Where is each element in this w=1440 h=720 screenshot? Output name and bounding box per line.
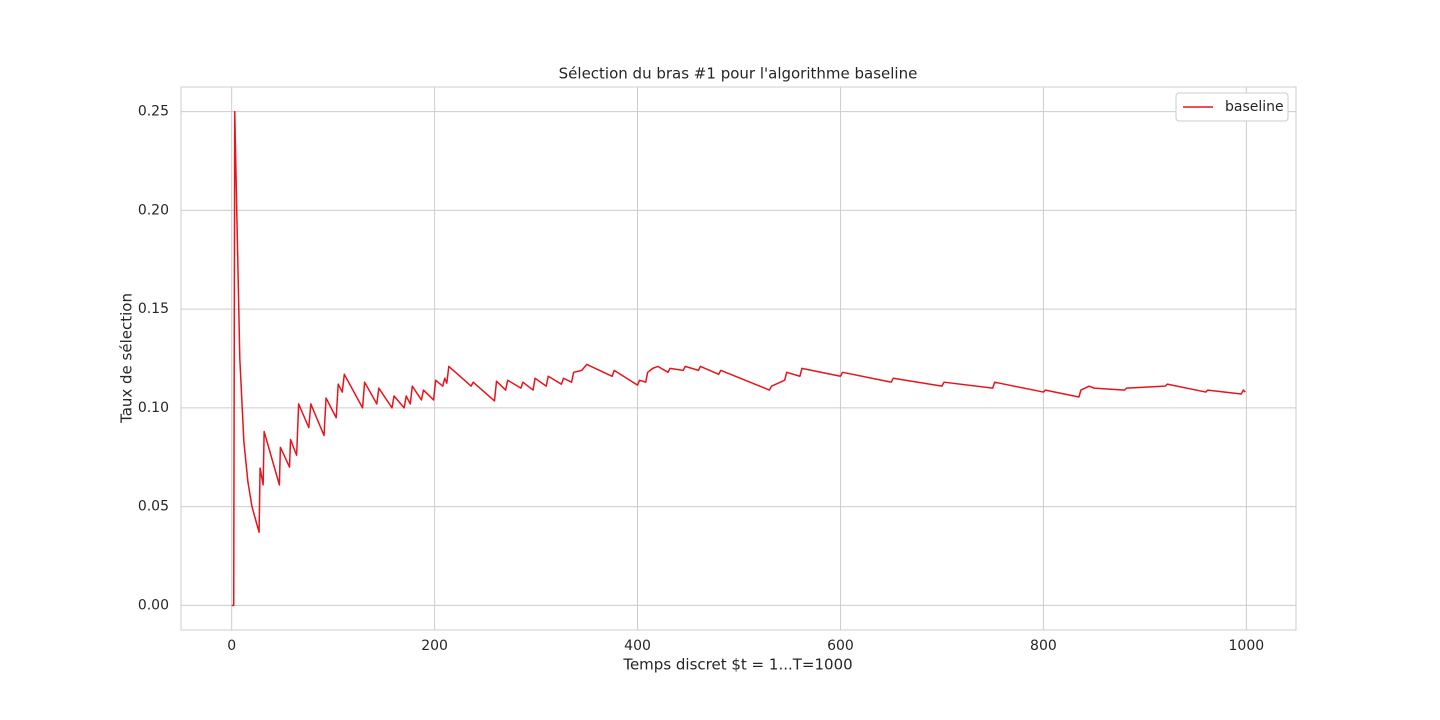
y-tick-label: 0.05	[138, 499, 169, 515]
x-tick-label: 0	[227, 638, 236, 654]
y-tick-label: 0.25	[138, 104, 169, 120]
y-tick-label: 0.15	[138, 301, 169, 317]
x-tick-label: 200	[421, 638, 448, 654]
y-tick-label: 0.20	[138, 202, 169, 218]
y-tick-label: 0.10	[138, 400, 169, 416]
x-axis-label: Temps discret $t = 1...T=1000	[622, 656, 852, 674]
y-tick-label: 0.00	[138, 597, 169, 613]
chart-title: Sélection du bras #1 pour l'algorithme b…	[559, 65, 918, 83]
x-tick-label: 400	[624, 638, 651, 654]
plot-frame	[180, 86, 1297, 631]
x-tick-label: 600	[827, 638, 854, 654]
data-line	[231, 110, 1246, 607]
x-tick-label: 1000	[1229, 638, 1265, 654]
legend-label: baseline	[1225, 99, 1284, 115]
legend-box	[1175, 92, 1289, 122]
x-tick-label: 800	[1030, 638, 1057, 654]
y-axis-label: Taux de sélection	[118, 293, 136, 424]
